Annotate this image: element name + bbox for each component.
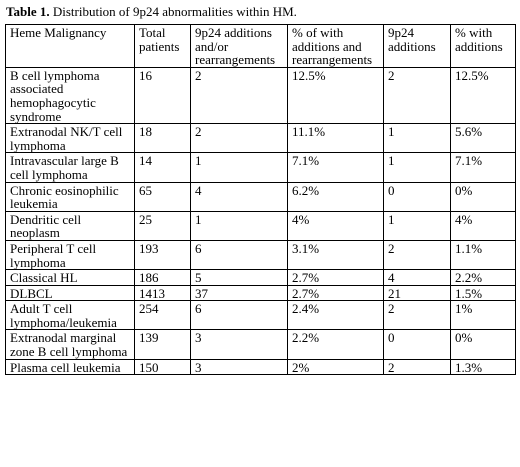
header-additions-rearrangements: 9p24 additions and/or rearrangements <box>190 24 288 68</box>
cell-additions: 2 <box>383 358 451 376</box>
cell-total-patients: 18 <box>134 123 191 154</box>
cell-additions: 2 <box>383 239 451 271</box>
cell-pct-additions: 2.2% <box>450 269 516 286</box>
header-total-patients: Total patients <box>134 24 191 68</box>
table-row: Adult T cell lymphoma/leukemia 254 6 2.4% 2 1… <box>5 300 516 331</box>
cell-additions-rearrangements: 3 <box>190 329 288 360</box>
cell-additions-rearrangements: 4 <box>190 181 288 212</box>
table-row: Extranodal NK/T cell lymphoma 18 2 11.1% 1 5.… <box>5 123 516 154</box>
cell-additions-rearrangements: 3 <box>190 358 288 376</box>
cell-malignancy: Extranodal marginal zone B cell lymphoma <box>5 329 135 360</box>
cell-pct-additions: 12.5% <box>450 66 516 125</box>
table-caption-text: Distribution of 9p24 abnormalities withi… <box>49 4 297 19</box>
table-row: Classical HL 186 5 2.7% 4 2.2% <box>5 269 516 286</box>
cell-pct-additions-rearrangements: 12.5% <box>287 66 384 125</box>
cell-pct-additions-rearrangements: 4% <box>287 210 384 241</box>
header-pct-additions: % with additions <box>450 24 516 68</box>
table-body: B cell lymphoma associated hemophagocyti… <box>5 66 516 376</box>
table-caption-label: Table 1. <box>6 4 50 19</box>
abnormalities-table: Heme Malignancy Total patients 9p24 addi… <box>5 24 516 376</box>
cell-total-patients: 16 <box>134 66 191 125</box>
cell-pct-additions-rearrangements: 6.2% <box>287 181 384 212</box>
table-row: B cell lymphoma associated hemophagocyti… <box>5 66 516 125</box>
cell-pct-additions: 7.1% <box>450 152 516 183</box>
cell-additions: 2 <box>383 300 451 331</box>
cell-additions-rearrangements: 1 <box>190 210 288 241</box>
header-row: Heme Malignancy Total patients 9p24 addi… <box>5 24 516 68</box>
cell-malignancy: Peripheral T cell lymphoma <box>5 239 135 271</box>
cell-total-patients: 139 <box>134 329 191 360</box>
table-row: Chronic eosinophilic leukemia 65 4 6.2% 0 0% <box>5 181 516 212</box>
cell-total-patients: 193 <box>134 239 191 271</box>
table-row: Extranodal marginal zone B cell lymphoma… <box>5 329 516 360</box>
table-header: Heme Malignancy Total patients 9p24 addi… <box>5 24 516 68</box>
cell-additions: 0 <box>383 181 451 212</box>
cell-additions-rearrangements: 1 <box>190 152 288 183</box>
table-row: Plasma cell leukemia 150 3 2% 2 1.3% <box>5 358 516 376</box>
cell-additions: 0 <box>383 329 451 360</box>
header-heme-malignancy: Heme Malignancy <box>5 24 135 68</box>
cell-additions: 21 <box>383 284 451 302</box>
cell-pct-additions-rearrangements: 2.2% <box>287 329 384 360</box>
cell-pct-additions: 0% <box>450 329 516 360</box>
cell-additions: 4 <box>383 269 451 286</box>
cell-total-patients: 150 <box>134 358 191 376</box>
cell-pct-additions-rearrangements: 2.7% <box>287 269 384 286</box>
cell-pct-additions-rearrangements: 3.1% <box>287 239 384 271</box>
cell-additions: 2 <box>383 66 451 125</box>
cell-malignancy: Intravascular large B cell lymphoma <box>5 152 135 183</box>
cell-total-patients: 186 <box>134 269 191 286</box>
cell-pct-additions-rearrangements: 2% <box>287 358 384 376</box>
cell-malignancy: Chronic eosinophilic leukemia <box>5 181 135 212</box>
cell-malignancy: DLBCL <box>5 284 135 302</box>
cell-pct-additions-rearrangements: 11.1% <box>287 123 384 154</box>
cell-additions-rearrangements: 2 <box>190 66 288 125</box>
cell-additions-rearrangements: 2 <box>190 123 288 154</box>
cell-total-patients: 254 <box>134 300 191 331</box>
cell-total-patients: 1413 <box>134 284 191 302</box>
header-additions: 9p24 additions <box>383 24 451 68</box>
cell-pct-additions: 0% <box>450 181 516 212</box>
cell-malignancy: Dendritic cell neoplasm <box>5 210 135 241</box>
table-row: DLBCL 1413 37 2.7% 21 1.5% <box>5 284 516 302</box>
table-row: Dendritic cell neoplasm 25 1 4% 1 4% <box>5 210 516 241</box>
cell-pct-additions-rearrangements: 2.4% <box>287 300 384 331</box>
cell-pct-additions: 4% <box>450 210 516 241</box>
cell-additions-rearrangements: 6 <box>190 300 288 331</box>
cell-total-patients: 14 <box>134 152 191 183</box>
cell-pct-additions-rearrangements: 7.1% <box>287 152 384 183</box>
cell-additions: 1 <box>383 152 451 183</box>
cell-pct-additions-rearrangements: 2.7% <box>287 284 384 302</box>
cell-additions: 1 <box>383 210 451 241</box>
cell-additions-rearrangements: 37 <box>190 284 288 302</box>
table-row: Peripheral T cell lymphoma 193 6 3.1% 2 1.1% <box>5 239 516 271</box>
cell-additions-rearrangements: 6 <box>190 239 288 271</box>
header-pct-additions-rearrangements: % of with additions and rearrangements <box>287 24 384 68</box>
cell-pct-additions: 1.5% <box>450 284 516 302</box>
cell-pct-additions: 1% <box>450 300 516 331</box>
cell-pct-additions: 5.6% <box>450 123 516 154</box>
table-row: Intravascular large B cell lymphoma 14 1 7.… <box>5 152 516 183</box>
cell-malignancy: Plasma cell leukemia <box>5 358 135 376</box>
cell-malignancy: B cell lymphoma associated hemophagocyti… <box>5 66 135 125</box>
cell-malignancy: Adult T cell lymphoma/leukemia <box>5 300 135 331</box>
cell-additions: 1 <box>383 123 451 154</box>
cell-total-patients: 25 <box>134 210 191 241</box>
cell-malignancy: Classical HL <box>5 269 135 286</box>
cell-pct-additions: 1.1% <box>450 239 516 271</box>
cell-pct-additions: 1.3% <box>450 358 516 376</box>
table-caption: Table 1. Distribution of 9p24 abnormalit… <box>6 4 297 20</box>
cell-total-patients: 65 <box>134 181 191 212</box>
cell-additions-rearrangements: 5 <box>190 269 288 286</box>
cell-malignancy: Extranodal NK/T cell lymphoma <box>5 123 135 154</box>
